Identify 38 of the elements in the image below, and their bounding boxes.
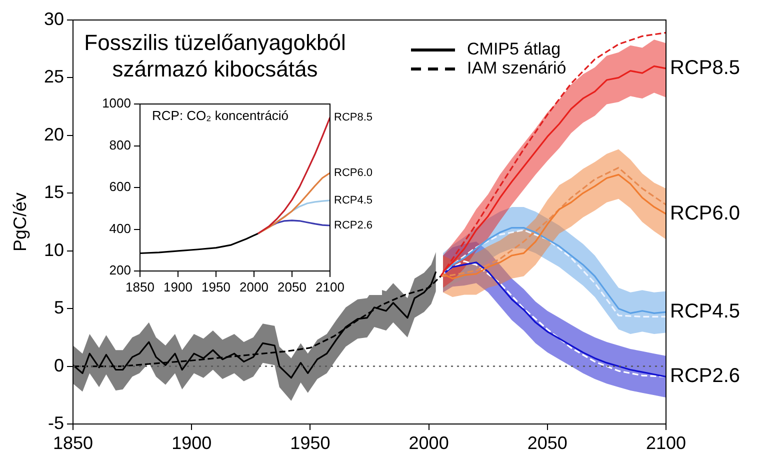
y-tick-label: 600 — [109, 179, 131, 194]
series-label: RCP8.5 — [670, 56, 740, 79]
y-tick-label: 5 — [54, 298, 64, 318]
y-axis-title: PgC/év — [10, 192, 30, 252]
y-tick-label: 10 — [44, 240, 64, 260]
y-tick-label: 30 — [44, 8, 64, 29]
series-label: RCP6.0 — [334, 166, 373, 179]
y-tick-label: 20 — [44, 124, 64, 144]
series-label: RCP6.0 — [670, 202, 740, 224]
chart-title: RCP: CO₂ koncentráció — [152, 108, 289, 124]
y-tick-label: 400 — [109, 220, 131, 236]
x-tick-label: 2100 — [316, 279, 344, 294]
y-tick-label: 0 — [54, 355, 64, 376]
y-tick-label: -5 — [48, 412, 64, 433]
x-tick-label: 1950 — [202, 279, 230, 294]
text: Fosszilis tüzelőanyagokból származó kibocsátás — [84, 30, 346, 82]
series-label: RCP8.5 — [334, 111, 373, 124]
x-tick-label: 2000 — [240, 279, 268, 294]
x-tick-label: 1850 — [126, 279, 154, 294]
y-tick-label: 800 — [109, 137, 131, 152]
x-tick-label: 1900 — [164, 279, 192, 294]
x-tick-label: 2100 — [646, 432, 686, 453]
x-tick-label: 1900 — [172, 432, 212, 453]
legend-label: IAM szenárió — [467, 58, 566, 78]
y-tick-label: 25 — [44, 66, 64, 87]
x-tick-label: 2000 — [408, 432, 449, 453]
y-tick-label: 15 — [44, 182, 64, 202]
series-label: RCP2.6 — [670, 365, 740, 388]
x-tick-label: 1850 — [52, 432, 94, 453]
x-tick-label: 1950 — [290, 432, 330, 453]
x-tick-label: 2050 — [527, 432, 568, 453]
legend-label: CMIP5 átlag — [467, 40, 561, 59]
x-tick-label: 2050 — [278, 279, 306, 294]
y-tick-label: 1000 — [102, 96, 131, 111]
y-tick-label: 200 — [109, 262, 131, 278]
series-label: RCP2.6 — [334, 220, 373, 232]
series-label: RCP4.5 — [334, 194, 373, 206]
series-label: RCP4.5 — [670, 300, 740, 323]
